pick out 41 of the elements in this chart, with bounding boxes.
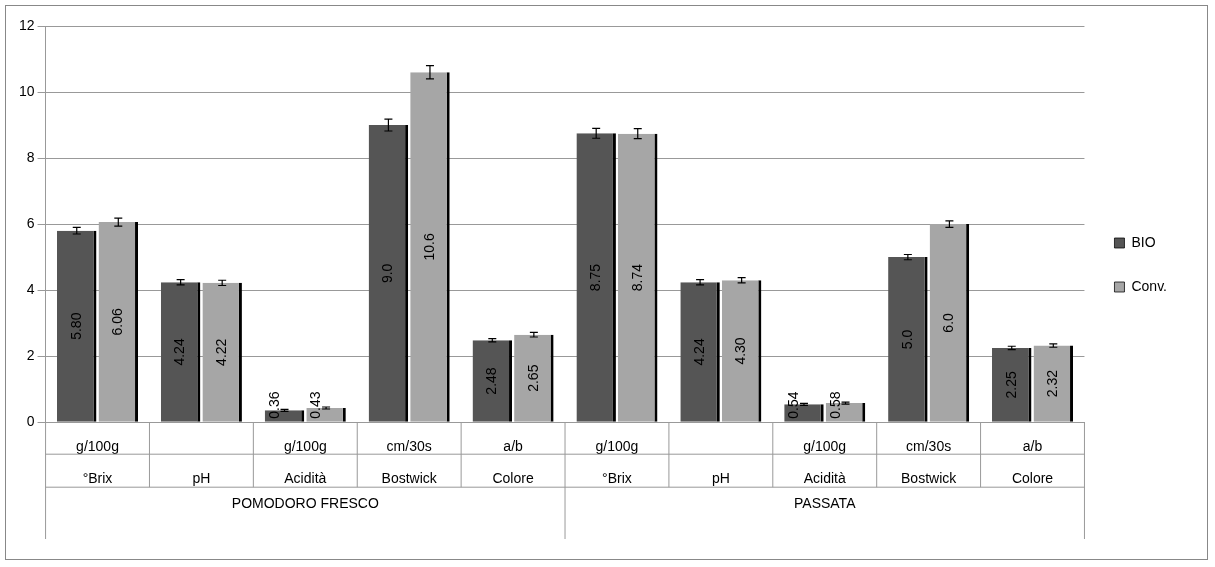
y-tick-label: 2 (26, 347, 35, 364)
y-tick-label: 4 (26, 280, 35, 297)
data-label: 5.80 (67, 312, 84, 340)
y-tick-label: 0 (26, 413, 35, 430)
data-label: 10.6 (420, 233, 437, 261)
category-label: cm/30s Bostwick (901, 437, 957, 487)
category-label: g/100g Acidità (803, 437, 847, 487)
category-label: g/100g Acidità (283, 437, 327, 487)
y-tick-label: 8 (26, 148, 35, 165)
text: PASSATA (794, 495, 857, 512)
data-label: 4.22 (213, 338, 230, 366)
y-tick-label: 6 (26, 214, 35, 231)
category-label: cm/30s Bostwick (381, 437, 437, 487)
data-label: 5.0 (898, 329, 915, 350)
text: POMODORO FRESCO (231, 495, 379, 512)
data-label: 4.24 (171, 338, 188, 366)
data-label: 0.58 (826, 391, 843, 419)
y-tick-label: 10 (18, 82, 35, 99)
category-label: g/100g °Brix (595, 437, 639, 487)
data-label: 2.25 (1002, 370, 1019, 399)
data-label: 8.74 (628, 263, 645, 292)
data-label: 9.0 (379, 263, 396, 284)
data-label: 0.36 (265, 391, 282, 419)
category-label: a/b Colore (492, 437, 534, 487)
y-tick-label: 12 (18, 16, 35, 33)
x-tick-label: pH (192, 470, 211, 487)
legend-label: Conv. (1131, 277, 1168, 294)
category-label: g/100g °Brix (76, 437, 119, 487)
data-label: 6.06 (109, 308, 126, 336)
data-label: 6.0 (940, 312, 957, 333)
data-label: 4.24 (690, 338, 707, 366)
data-label: 4.30 (732, 337, 749, 365)
data-label: 0.54 (784, 391, 801, 419)
data-label: 2.32 (1044, 369, 1061, 398)
data-label: 2.65 (524, 364, 541, 392)
data-label: 0.43 (307, 391, 324, 419)
x-tick-label: pH (711, 470, 730, 487)
data-label: 2.48 (483, 367, 500, 395)
category-label: a/b Colore (1011, 437, 1054, 487)
legend-label: BIO (1131, 233, 1156, 250)
data-label: 8.75 (587, 263, 604, 292)
